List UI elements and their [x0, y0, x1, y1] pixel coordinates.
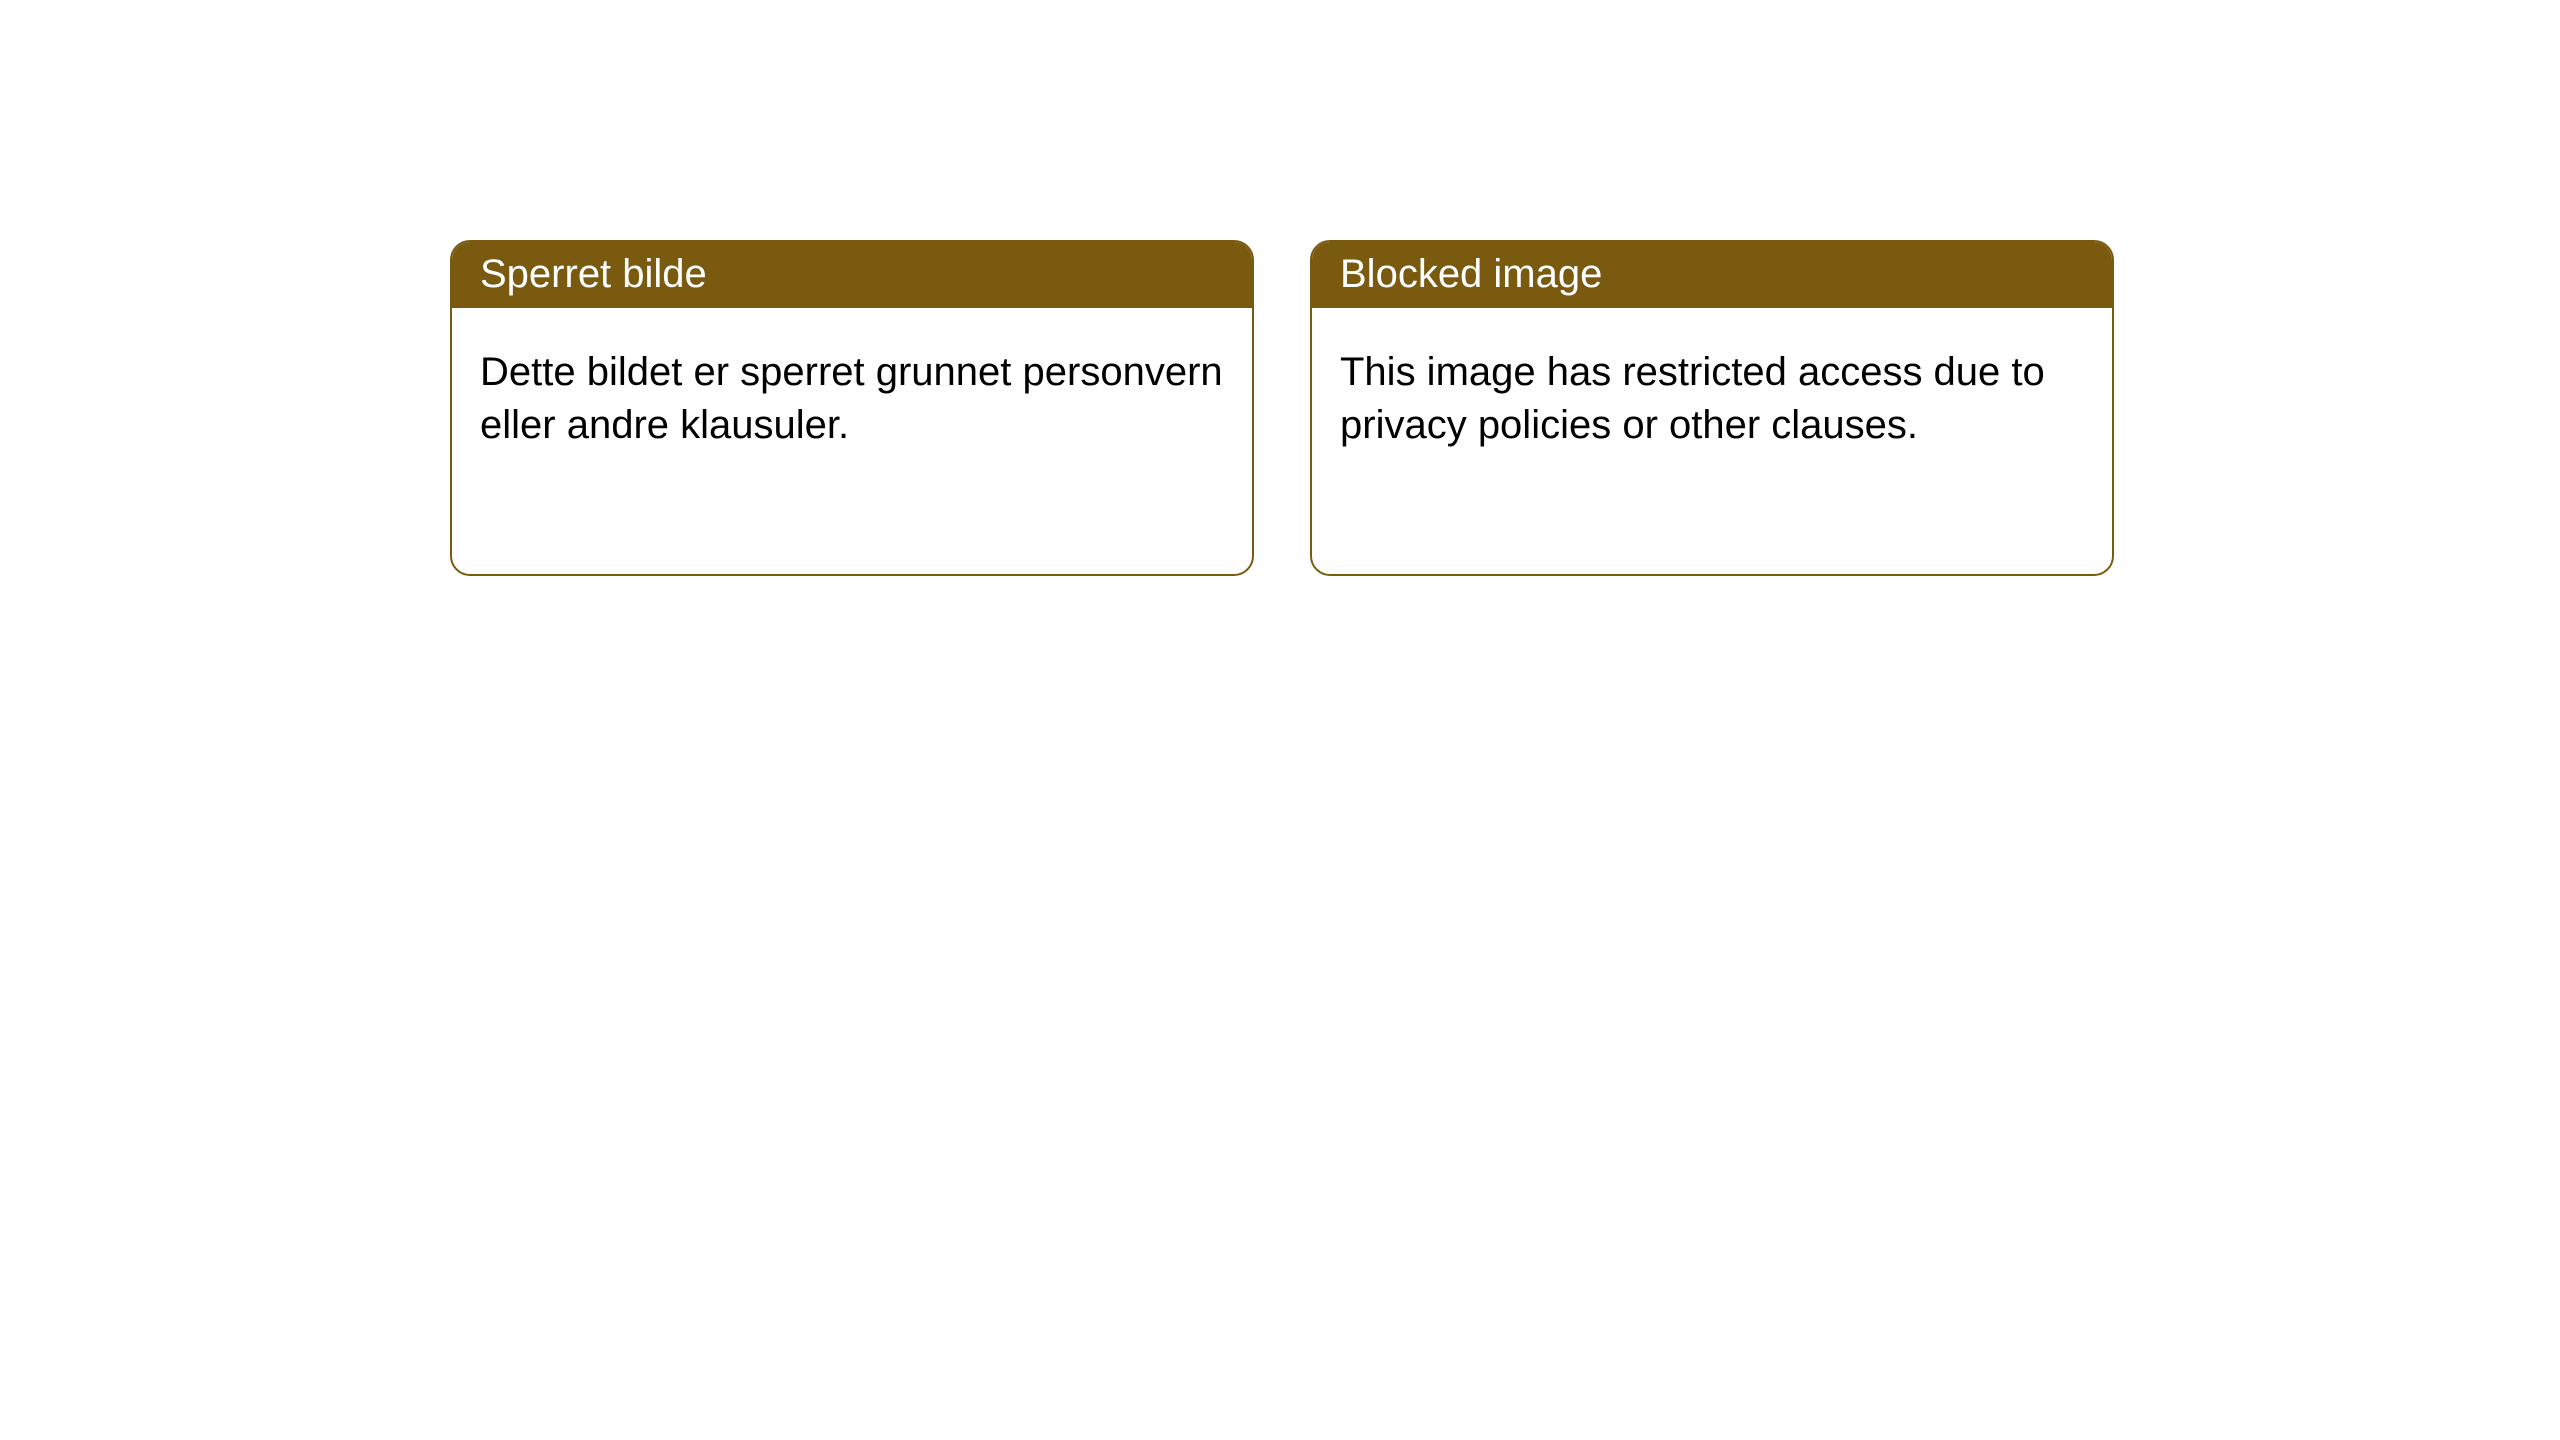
- notice-body-en: This image has restricted access due to …: [1312, 308, 2112, 480]
- notice-box-en: Blocked image This image has restricted …: [1310, 240, 2114, 576]
- notice-body-no: Dette bildet er sperret grunnet personve…: [452, 308, 1252, 480]
- notice-container: Sperret bilde Dette bildet er sperret gr…: [450, 240, 2560, 576]
- notice-header-no: Sperret bilde: [452, 242, 1252, 308]
- notice-box-no: Sperret bilde Dette bildet er sperret gr…: [450, 240, 1254, 576]
- notice-header-en: Blocked image: [1312, 242, 2112, 308]
